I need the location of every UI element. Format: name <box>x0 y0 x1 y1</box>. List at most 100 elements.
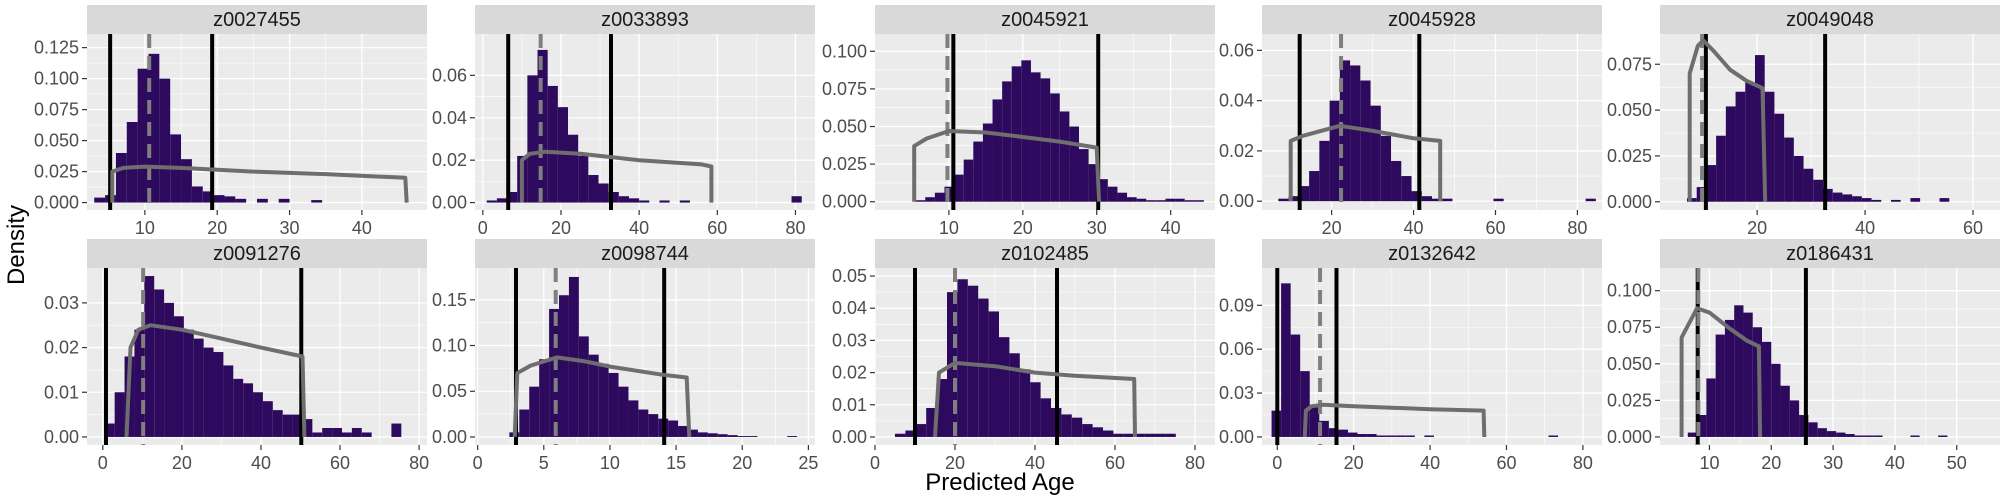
x-tick-label: 0 <box>870 453 880 473</box>
x-tick-label: 60 <box>1963 218 1983 238</box>
histogram-bar <box>628 400 639 437</box>
histogram-bar <box>1059 111 1070 202</box>
facet-panel: z0049048 0.000 0.025 0.050 0.075 20 40 60 <box>1607 5 2000 238</box>
x-tick-label: 20 <box>172 453 192 473</box>
facet-panel: z0091276 0.00 0.01 0.02 0.03 0 20 40 60 80 <box>44 239 429 473</box>
histogram-bar <box>1910 435 1920 437</box>
histogram-bar <box>678 425 688 437</box>
histogram-bar <box>1391 160 1402 202</box>
histogram-bar <box>1350 65 1361 202</box>
y-tick-label: 0.025 <box>1607 390 1652 410</box>
histogram-bar <box>282 414 293 437</box>
histogram-bar <box>1367 434 1377 437</box>
histogram-bar <box>1873 435 1883 437</box>
histogram-bar <box>1442 198 1453 202</box>
histogram-bar <box>233 378 244 437</box>
y-tick-label: 0.000 <box>1607 427 1652 447</box>
y-tick-label: 0.05 <box>432 381 467 401</box>
y-tick-label: 0.00 <box>432 427 467 447</box>
histogram-bar <box>1155 200 1166 202</box>
x-axis-title: Predicted Age <box>925 469 1074 496</box>
histogram-bar <box>934 192 945 202</box>
x-tick-label: 20 <box>945 453 965 473</box>
histogram-bar <box>539 359 550 437</box>
histogram-bar <box>361 432 372 437</box>
histogram-bar <box>164 302 174 437</box>
y-tick-label: 0.025 <box>1607 146 1652 166</box>
facet-panels: z00274550.0000.0250.0500.0750.1000.12510… <box>34 5 2000 473</box>
facet-strip <box>875 5 1215 34</box>
histogram-bar <box>191 186 203 203</box>
histogram-bar <box>1826 431 1837 437</box>
histogram-bar <box>1842 194 1853 202</box>
x-tick-label: 40 <box>1025 453 1045 473</box>
y-tick-label: 0.050 <box>34 131 79 151</box>
histogram-bar <box>659 200 670 203</box>
prior-curve <box>512 355 692 438</box>
histogram-bar <box>1799 415 1809 437</box>
histogram-bar <box>1808 422 1818 437</box>
x-tick-label: 80 <box>1567 218 1587 238</box>
x-tick-label: 0 <box>473 453 483 473</box>
histogram-bar <box>235 198 247 203</box>
histogram-bar <box>1298 186 1310 202</box>
histogram-bar <box>1421 196 1432 202</box>
histogram-bar <box>322 428 333 437</box>
histogram-bar <box>1011 66 1022 202</box>
x-tick-label: 20 <box>1747 218 1767 238</box>
histogram-bar <box>1165 433 1176 437</box>
histogram-bar <box>312 432 323 437</box>
facet-title: z0045928 <box>1388 9 1476 31</box>
x-tick-label: 60 <box>1105 453 1125 473</box>
x-tick-label: 0 <box>1272 453 1282 473</box>
histogram-bar <box>747 436 758 437</box>
y-tick-label: 0.10 <box>432 336 467 356</box>
histogram-bar <box>638 409 649 437</box>
facet-strip <box>1660 239 2000 268</box>
histogram-bar <box>1803 168 1814 202</box>
histogram-bar <box>1329 100 1340 202</box>
histogram-bar <box>1813 179 1823 202</box>
histogram-bar <box>1548 435 1559 437</box>
y-tick-label: 0.050 <box>1607 354 1652 374</box>
histogram-bar <box>1774 113 1785 202</box>
histogram-bar <box>104 423 115 437</box>
histogram-bar <box>213 352 224 437</box>
histogram-bar <box>973 141 983 202</box>
x-tick-label: 60 <box>1485 218 1505 238</box>
facet-title: z0186431 <box>1786 243 1874 265</box>
histogram-bar <box>1910 198 1921 202</box>
y-tick-label: 0.075 <box>1607 54 1652 74</box>
histogram-bar <box>957 279 968 437</box>
y-tick-label: 0.03 <box>832 330 867 350</box>
facet-strip <box>1262 5 1602 34</box>
histogram-bar <box>1745 82 1755 202</box>
histogram-bar <box>181 159 192 203</box>
histogram-bar <box>1103 430 1114 437</box>
facet-strip <box>1262 239 1602 268</box>
histogram-bar <box>717 434 728 437</box>
histogram-bar <box>963 159 974 202</box>
y-tick-label: 0.00 <box>1219 191 1254 211</box>
histogram-bar <box>1686 198 1697 202</box>
histogram-bar <box>1706 378 1716 437</box>
facet-title: z0132642 <box>1388 243 1476 265</box>
histogram-bar <box>223 365 234 437</box>
histogram-bar <box>608 372 619 437</box>
x-tick-label: 40 <box>1420 453 1440 473</box>
histogram-bar <box>1890 199 1901 202</box>
histogram-bar <box>1088 164 1099 202</box>
histogram-bar <box>988 311 999 437</box>
y-tick-label: 0.125 <box>34 38 79 58</box>
histogram-bar <box>1836 432 1846 437</box>
histogram-bar <box>1136 198 1147 202</box>
facet-panel: z0132642 0.00 0.03 0.06 0.09 0 20 40 60 80 <box>1219 239 1602 473</box>
x-tick-label: 50 <box>1947 453 1967 473</box>
histogram-bar <box>292 414 303 437</box>
y-tick-label: 0.050 <box>1607 100 1652 120</box>
histogram-bar <box>1939 198 1950 202</box>
x-tick-label: 15 <box>666 453 686 473</box>
histogram-bar <box>1432 198 1443 202</box>
x-tick-label: 10 <box>1699 453 1719 473</box>
x-tick-label: 5 <box>539 453 549 473</box>
